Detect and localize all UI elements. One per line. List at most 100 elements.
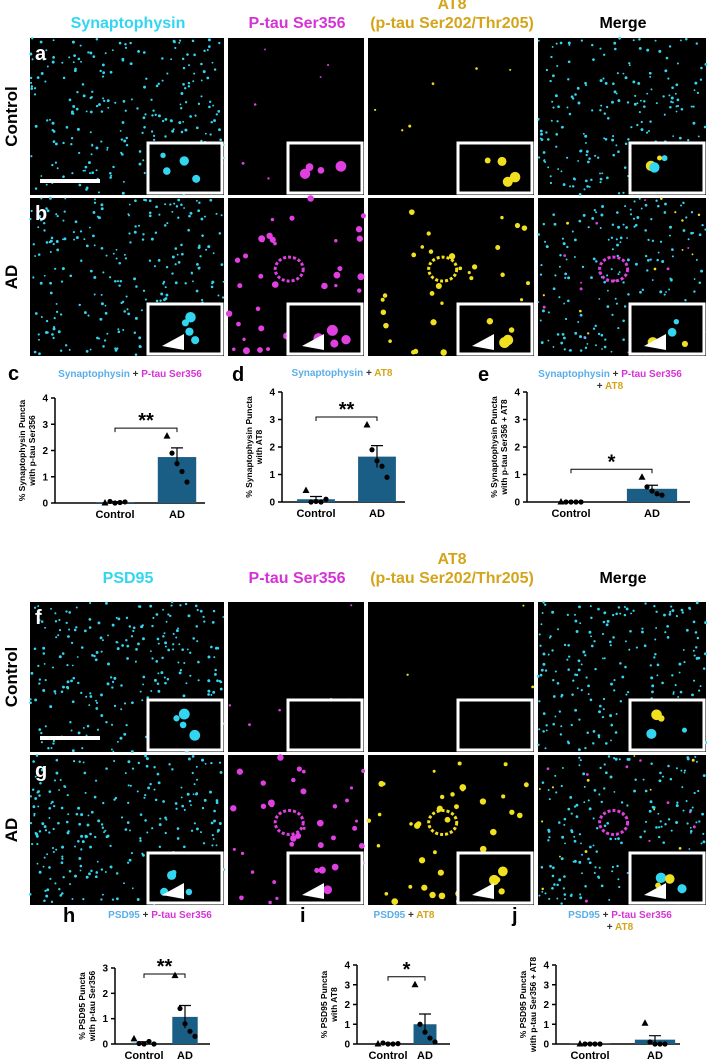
puncta xyxy=(187,85,191,88)
puncta xyxy=(690,211,694,214)
puncta xyxy=(165,293,169,297)
puncta xyxy=(589,845,592,849)
y-tick-label: 1 xyxy=(42,472,48,483)
inset-puncta xyxy=(305,163,314,172)
puncta xyxy=(95,651,99,654)
puncta xyxy=(94,779,98,782)
puncta xyxy=(258,273,264,279)
puncta xyxy=(197,266,201,270)
puncta xyxy=(155,84,159,88)
puncta xyxy=(96,336,99,340)
puncta xyxy=(73,54,76,57)
puncta xyxy=(85,188,88,191)
puncta xyxy=(37,790,40,793)
puncta xyxy=(698,233,702,237)
arrowhead xyxy=(472,883,494,899)
puncta xyxy=(546,138,550,141)
puncta xyxy=(542,305,546,309)
puncta xyxy=(105,254,108,257)
puncta xyxy=(601,633,605,636)
puncta xyxy=(44,829,48,832)
puncta xyxy=(67,635,70,638)
puncta xyxy=(29,52,33,56)
puncta xyxy=(109,176,112,179)
puncta xyxy=(697,135,700,138)
puncta xyxy=(694,631,698,634)
puncta xyxy=(627,293,630,296)
puncta xyxy=(130,852,133,855)
chart-title: Synaptophysin + AT8 xyxy=(292,368,393,379)
puncta xyxy=(146,831,149,834)
inset-puncta xyxy=(185,311,196,323)
puncta xyxy=(92,211,96,214)
arrowhead xyxy=(644,334,666,350)
puncta xyxy=(644,254,648,258)
puncta xyxy=(87,51,90,54)
puncta xyxy=(639,835,642,839)
puncta xyxy=(537,301,540,303)
puncta xyxy=(209,198,213,202)
data-point xyxy=(582,1041,588,1047)
puncta xyxy=(501,794,506,799)
data-point xyxy=(652,1041,658,1047)
puncta xyxy=(89,110,93,114)
y-tick-label: 1 xyxy=(344,1020,350,1031)
data-point xyxy=(576,1040,584,1047)
puncta xyxy=(612,82,615,86)
puncta xyxy=(72,676,76,680)
puncta xyxy=(75,606,78,609)
puncta xyxy=(605,623,609,627)
puncta xyxy=(271,281,279,288)
puncta xyxy=(540,668,544,672)
puncta xyxy=(100,714,104,717)
puncta xyxy=(569,349,572,352)
puncta xyxy=(622,72,625,75)
puncta xyxy=(614,731,618,734)
puncta xyxy=(211,61,214,64)
puncta xyxy=(123,253,126,256)
puncta xyxy=(45,183,48,186)
puncta xyxy=(164,203,167,206)
puncta xyxy=(618,758,621,761)
puncta xyxy=(319,76,322,78)
puncta xyxy=(180,92,184,95)
puncta xyxy=(100,203,104,207)
inset-puncta xyxy=(330,339,339,348)
puncta xyxy=(180,203,183,206)
puncta xyxy=(591,216,595,220)
puncta xyxy=(194,114,197,117)
puncta xyxy=(692,105,695,108)
puncta xyxy=(537,39,540,42)
inset-puncta xyxy=(667,327,677,337)
puncta xyxy=(204,132,207,135)
puncta xyxy=(34,124,38,128)
puncta xyxy=(627,138,630,141)
data-point xyxy=(384,474,390,480)
puncta xyxy=(611,100,614,104)
inset-puncta xyxy=(664,874,675,884)
puncta xyxy=(112,252,115,255)
puncta xyxy=(156,637,160,641)
puncta xyxy=(33,812,36,816)
puncta xyxy=(138,150,142,153)
puncta xyxy=(119,736,123,740)
puncta xyxy=(234,257,241,263)
puncta xyxy=(133,331,137,335)
puncta xyxy=(644,820,648,823)
puncta xyxy=(632,39,635,42)
puncta xyxy=(675,83,679,87)
puncta xyxy=(123,310,126,313)
puncta xyxy=(93,654,96,658)
puncta xyxy=(43,856,46,859)
puncta xyxy=(182,120,185,123)
puncta xyxy=(186,53,189,56)
puncta xyxy=(680,769,683,772)
puncta xyxy=(203,215,206,218)
puncta xyxy=(539,319,542,322)
puncta xyxy=(590,178,593,182)
puncta xyxy=(55,213,58,216)
puncta xyxy=(228,704,232,707)
puncta xyxy=(152,138,156,142)
puncta xyxy=(89,348,92,351)
